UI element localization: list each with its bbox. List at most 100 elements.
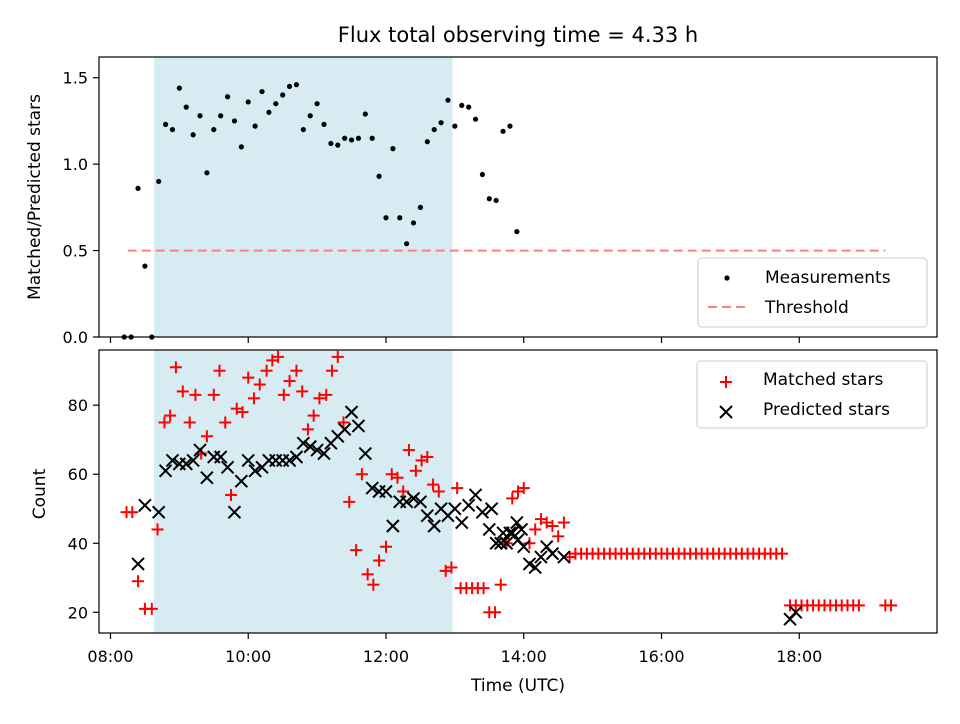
matched-point-50 (421, 450, 434, 463)
measurement-point-26 (300, 126, 306, 133)
predicted-point-22 (289, 450, 304, 464)
top-y-axis-label: Matched/Predicted stars (25, 94, 45, 300)
predicted-point-31 (351, 419, 366, 433)
bottom-y-ticks: 20 40 60 80 (68, 396, 99, 622)
matched-point-15 (213, 364, 226, 377)
predicted-point-9 (200, 470, 214, 485)
bottom-points-layer (120, 350, 898, 626)
x-tick-label-2: 12:00 (363, 647, 409, 666)
matched-point-9 (176, 385, 189, 398)
predicted-point-29 (337, 422, 352, 437)
measurement-point-9 (183, 104, 189, 110)
measurement-point-17 (238, 144, 244, 150)
top-y-tick-label-1: 0.5 (63, 242, 88, 261)
predicted-point-39 (406, 491, 421, 506)
matched-point-28 (290, 364, 303, 377)
x-tick-label-1: 10:00 (225, 647, 271, 666)
matched-point-41 (367, 578, 380, 591)
matched-point-23 (260, 364, 273, 377)
bottom-x-ticks: 08:00 10:00 12:00 14:00 16:00 18:00 (87, 633, 822, 666)
measurement-point-19 (252, 123, 258, 129)
predicted-point-6 (179, 457, 193, 471)
matched-point-22 (253, 378, 266, 391)
measurement-point-24 (286, 83, 293, 89)
matched-point-51 (427, 478, 440, 491)
measurement-point-18 (245, 99, 251, 105)
matched-point-47 (402, 444, 415, 457)
measurement-point-56 (507, 123, 513, 129)
bottom-y-tick-label-1: 40 (68, 534, 88, 553)
measurement-point-42 (410, 220, 417, 226)
matched-point-31 (307, 409, 320, 422)
predicted-point-2 (151, 505, 166, 519)
matched-point-4 (145, 602, 158, 615)
measurement-point-23 (280, 92, 286, 98)
measurement-point-45 (431, 126, 437, 133)
x-tick-label-0: 08:00 (87, 647, 133, 666)
measurement-point-51 (472, 116, 479, 122)
predicted-point-15 (241, 453, 255, 468)
matched-point-11 (189, 388, 202, 401)
measurement-point-43 (417, 204, 424, 210)
predicted-point-51 (489, 536, 503, 550)
measurement-point-44 (424, 139, 430, 145)
predicted-point-63 (528, 560, 542, 575)
measurement-point-35 (362, 111, 368, 117)
matched-point-35 (331, 350, 344, 363)
measurement-point-47 (445, 97, 451, 103)
matched-point-38 (350, 544, 363, 557)
legend-threshold-label: Threshold (764, 298, 849, 318)
bottom-y-tick-label-3: 80 (68, 396, 88, 415)
measurement-point-29 (321, 121, 327, 128)
matched-point-8 (169, 361, 182, 374)
top-legend: Measurements Threshold (697, 257, 928, 328)
measurement-point-21 (266, 109, 272, 115)
matched-point-10 (183, 416, 196, 429)
predicted-point-24 (303, 439, 317, 454)
matched-point-55 (451, 482, 464, 495)
top-x-ticks (109, 337, 800, 343)
predicted-point-12 (220, 460, 235, 475)
matched-point-19 (236, 406, 249, 419)
predicted-point-56 (484, 502, 499, 516)
measurement-point-6 (162, 121, 169, 128)
matched-point-16 (219, 416, 232, 429)
x-tick-label-4: 16:00 (638, 647, 684, 666)
measurement-point-2 (135, 185, 141, 191)
predicted-point-33 (365, 481, 379, 495)
predicted-point-69 (789, 605, 803, 619)
predicted-point-7 (186, 453, 200, 468)
predicted-point-66 (545, 546, 560, 561)
measurement-point-28 (314, 101, 320, 107)
measurement-point-38 (383, 215, 389, 221)
predicted-point-0 (131, 557, 145, 571)
measurement-point-32 (342, 135, 348, 141)
matched-point-27 (283, 375, 296, 388)
predicted-point-26 (317, 446, 331, 461)
matched-point-29 (296, 385, 309, 398)
predicted-point-35 (379, 484, 393, 499)
matched-point-46 (397, 485, 410, 498)
matched-point-13 (200, 430, 213, 443)
measurement-point-46 (438, 120, 444, 126)
predicted-point-13 (227, 505, 242, 519)
predicted-point-50 (482, 522, 497, 537)
measurement-point-34 (355, 135, 362, 141)
matched-point-14 (207, 388, 220, 401)
predicted-point-1 (138, 498, 152, 513)
measurement-point-55 (500, 128, 506, 134)
measurement-point-37 (376, 173, 382, 179)
predicted-point-21 (282, 453, 297, 468)
bottom-y-tick-label-2: 60 (68, 465, 88, 484)
predicted-point-11 (213, 450, 228, 464)
x-axis-label: Time (UTC) (470, 676, 565, 696)
predicted-point-41 (420, 508, 435, 523)
predicted-point-61 (517, 540, 531, 554)
measurement-point-20 (259, 88, 265, 95)
matched-point-33 (320, 388, 333, 401)
bottom-legend-box (696, 360, 928, 429)
predicted-point-48 (468, 488, 483, 502)
measurement-point-36 (369, 135, 375, 141)
matched-point-73 (552, 530, 565, 543)
